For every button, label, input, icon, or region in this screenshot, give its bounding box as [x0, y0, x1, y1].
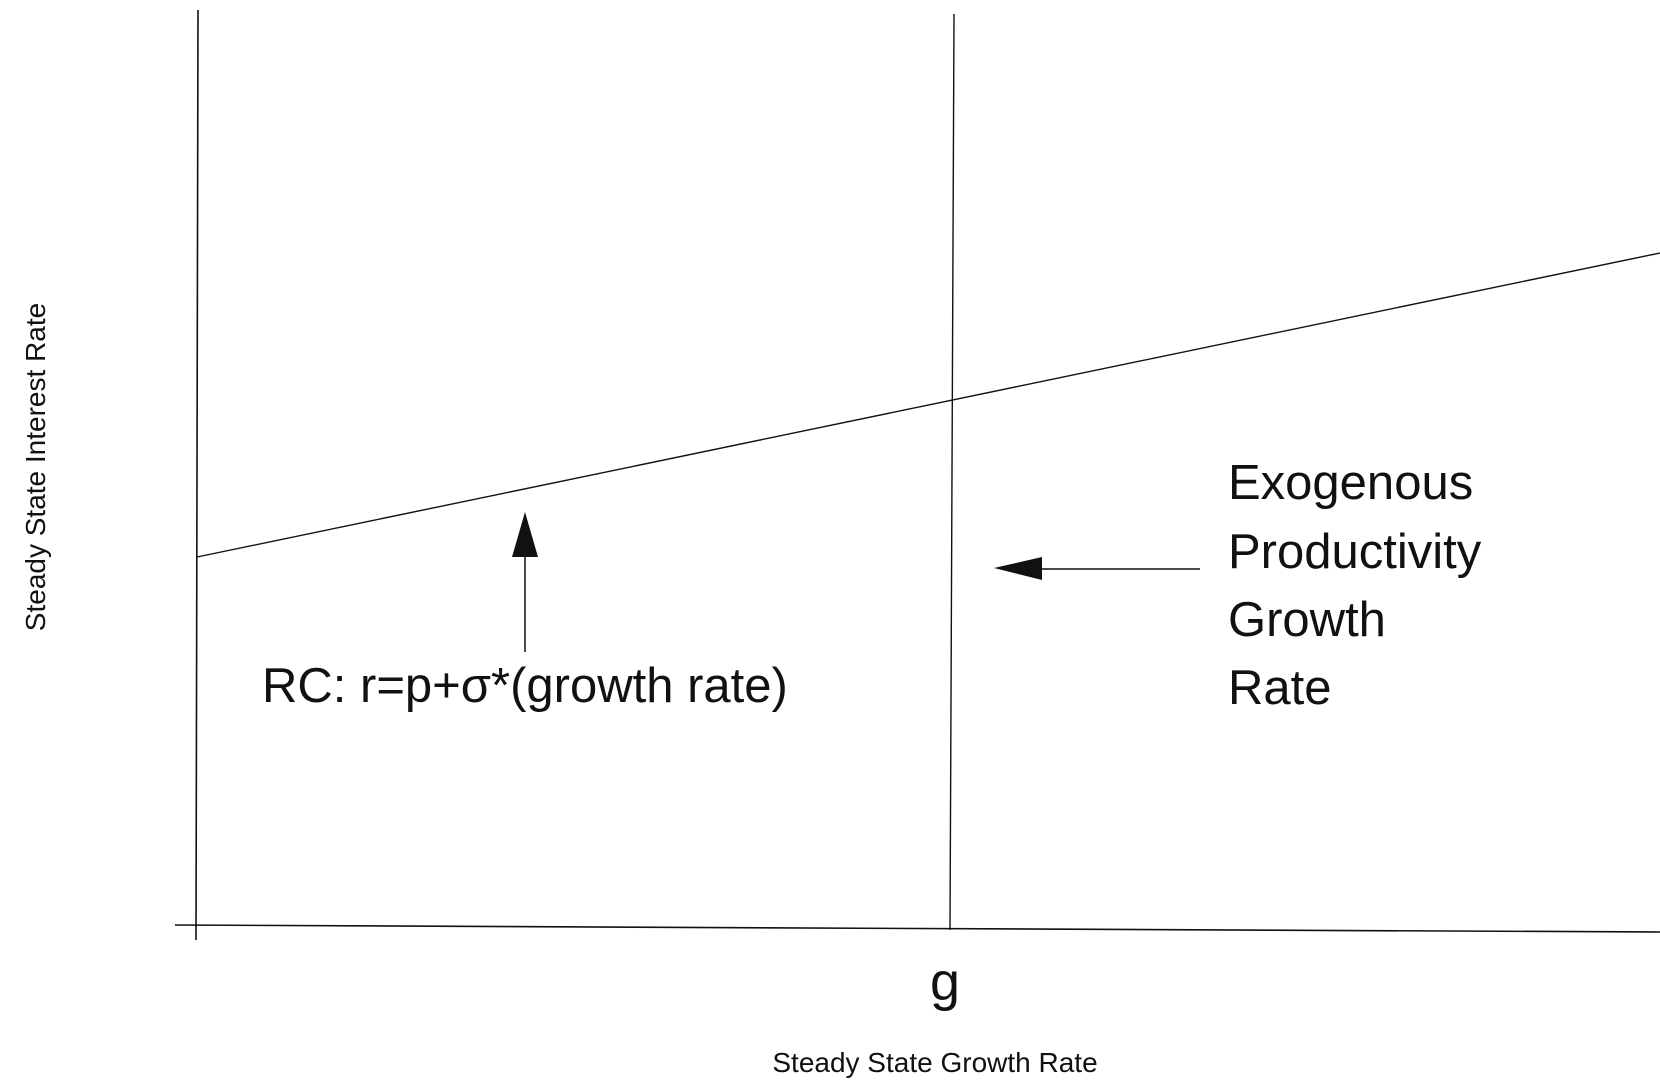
rc-label: RC: r=p+σ*(growth rate): [262, 659, 788, 713]
y-axis-title: Steady State Interest Rate: [20, 303, 51, 631]
rc-line: [196, 252, 1660, 558]
x-axis: [174, 924, 1660, 933]
exogenous-label-line-3: Growth: [1228, 593, 1386, 647]
exogenous-label-line-4: Rate: [1228, 661, 1332, 715]
exogenous-label-line-2: Productivity: [1228, 525, 1482, 579]
y-axis: [195, 9, 199, 941]
exogenous-growth-line: [949, 13, 955, 931]
exogenous-arrow: [994, 557, 1200, 580]
rc-arrow: [512, 512, 538, 652]
x-axis-title: Steady State Growth Rate: [772, 1047, 1097, 1078]
exogenous-label-line-1: Exogenous: [1228, 456, 1473, 510]
x-marker-g: g: [930, 952, 960, 1012]
